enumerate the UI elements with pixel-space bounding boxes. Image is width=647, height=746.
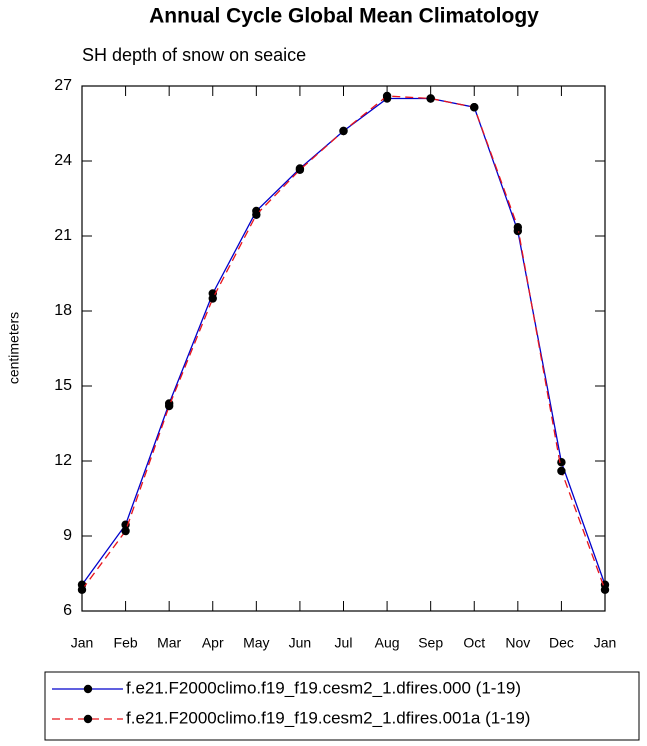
x-tick-label: Apr	[202, 635, 224, 651]
x-tick-label: Oct	[463, 635, 485, 651]
series-marker	[557, 466, 566, 476]
x-tick-label: Jul	[335, 635, 353, 651]
y-axis-label: centimeters	[6, 312, 22, 384]
legend-label: f.e21.F2000climo.f19_f19.cesm2_1.dfires.…	[126, 708, 530, 727]
series-marker	[600, 585, 610, 594]
x-tick-label: Sep	[418, 635, 443, 651]
series-line	[81, 95, 606, 591]
series-line	[81, 97, 606, 586]
legend-marker	[83, 684, 93, 694]
plot-frame	[81, 85, 606, 612]
series-marker	[382, 91, 392, 101]
y-tick-label: 12	[54, 452, 72, 469]
x-tick-label: Jan	[71, 635, 94, 651]
y-tick-label: 15	[54, 377, 72, 394]
y-tick-label: 21	[54, 227, 72, 244]
x-tick-label: May	[243, 635, 269, 651]
series-marker	[121, 526, 130, 536]
x-tick-label: Feb	[114, 635, 138, 651]
x-tick-label: Dec	[549, 635, 574, 651]
legend-marker	[83, 714, 93, 724]
x-tick-label: Nov	[505, 635, 530, 651]
legend-box	[44, 671, 640, 741]
y-tick-label: 9	[63, 527, 72, 544]
series-marker	[208, 294, 217, 303]
chart-subtitle: SH depth of snow on seaice	[82, 45, 306, 65]
x-tick-label: Aug	[375, 635, 400, 651]
series-marker	[470, 103, 479, 112]
y-tick-label: 27	[54, 77, 72, 94]
x-tick-label: Jan	[594, 635, 617, 651]
series-marker	[426, 94, 435, 103]
series-marker	[164, 401, 174, 411]
y-tick-label: 18	[54, 302, 72, 319]
series-marker	[121, 520, 130, 529]
x-tick-label: Mar	[157, 635, 181, 651]
x-tick-label: Jun	[289, 635, 312, 651]
y-tick-label: 6	[63, 602, 72, 619]
y-tick-label: 24	[54, 152, 72, 169]
legend-label: f.e21.F2000climo.f19_f19.cesm2_1.dfires.…	[126, 678, 521, 697]
series-marker	[295, 165, 305, 174]
series-marker	[252, 210, 261, 219]
series-marker	[557, 458, 566, 467]
series-marker	[513, 223, 523, 232]
series-marker	[77, 585, 87, 594]
chart-title: Annual Cycle Global Mean Climatology	[149, 5, 539, 28]
series-marker	[339, 126, 348, 136]
